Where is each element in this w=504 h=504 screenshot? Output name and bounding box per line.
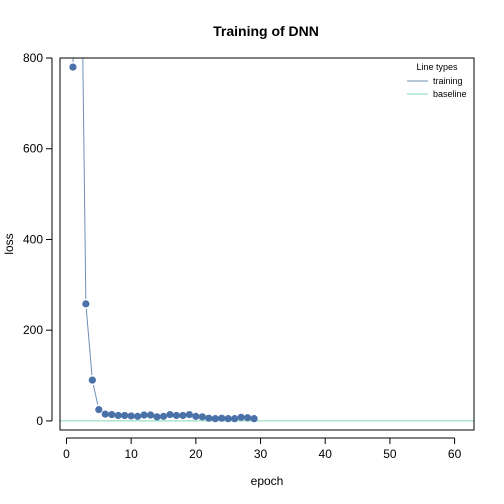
training-line-segment xyxy=(85,308,93,376)
x-tick-label: 20 xyxy=(189,447,203,461)
y-tick-label: 0 xyxy=(36,414,43,428)
training-point xyxy=(134,412,142,420)
y-tick-label: 800 xyxy=(23,51,43,65)
training-point xyxy=(101,410,109,418)
y-tick-label: 400 xyxy=(23,232,43,246)
x-tick-label: 60 xyxy=(448,447,462,461)
x-axis-label: epoch xyxy=(251,474,284,488)
y-axis-label: loss xyxy=(2,233,16,254)
training-point xyxy=(205,414,213,422)
training-point xyxy=(159,412,168,420)
training-point xyxy=(192,412,200,420)
training-point xyxy=(146,411,155,419)
training-point xyxy=(243,414,252,422)
training-point xyxy=(231,415,239,423)
legend: Line types training baseline xyxy=(407,62,467,99)
training-point xyxy=(153,413,161,421)
x-tick-label: 10 xyxy=(124,447,138,461)
legend-baseline-label: baseline xyxy=(433,89,467,99)
training-point xyxy=(172,411,181,420)
training-point xyxy=(121,411,129,420)
plot-frame xyxy=(59,57,475,431)
training-line-segment xyxy=(82,58,87,299)
training-point xyxy=(211,415,219,423)
training-point xyxy=(95,405,103,414)
legend-title: Line types xyxy=(416,62,458,72)
training-point xyxy=(166,410,174,419)
x-tick-label: 50 xyxy=(383,447,397,461)
x-tick-label: 40 xyxy=(319,447,333,461)
training-point xyxy=(69,63,77,71)
y-axis: 0 200 400 600 800 xyxy=(23,51,53,428)
chart-title: Training of DNN xyxy=(213,23,319,39)
training-point xyxy=(127,412,135,420)
training-point xyxy=(108,410,116,419)
training-point xyxy=(198,413,206,421)
x-tick-label: 30 xyxy=(254,447,268,461)
legend-training-label: training xyxy=(433,76,463,86)
training-point xyxy=(185,410,193,419)
y-tick-label: 200 xyxy=(23,323,43,337)
x-axis: 0 10 20 30 40 50 60 xyxy=(63,437,462,461)
training-point xyxy=(114,411,122,420)
training-point xyxy=(179,411,187,420)
training-point xyxy=(82,300,90,308)
training-point xyxy=(140,411,148,419)
training-point xyxy=(250,415,258,423)
training-point xyxy=(88,376,96,384)
training-point xyxy=(237,413,245,421)
x-tick-label: 0 xyxy=(63,447,70,461)
y-tick-label: 600 xyxy=(23,142,43,156)
plot-area xyxy=(60,58,474,423)
training-point xyxy=(218,414,226,422)
training-line-segment xyxy=(92,384,99,405)
training-line-segment xyxy=(72,58,74,63)
training-point xyxy=(224,415,232,423)
